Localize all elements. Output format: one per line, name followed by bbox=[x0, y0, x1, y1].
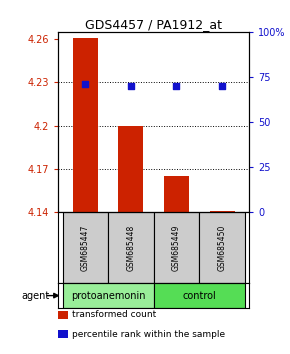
Text: GSM685447: GSM685447 bbox=[81, 224, 90, 271]
Text: GSM685450: GSM685450 bbox=[218, 224, 226, 271]
Bar bbox=[118, 126, 144, 212]
Text: transformed count: transformed count bbox=[72, 310, 157, 319]
Bar bbox=[209, 211, 235, 212]
Point bbox=[128, 83, 133, 89]
Bar bbox=[154, 283, 245, 308]
Bar bbox=[63, 212, 108, 283]
Bar bbox=[63, 283, 154, 308]
Text: GSM685449: GSM685449 bbox=[172, 224, 181, 271]
Text: control: control bbox=[182, 291, 216, 301]
Text: percentile rank within the sample: percentile rank within the sample bbox=[72, 330, 226, 339]
Bar bbox=[108, 212, 154, 283]
Text: GSM685448: GSM685448 bbox=[126, 225, 135, 271]
Text: agent: agent bbox=[21, 291, 49, 301]
Point bbox=[220, 83, 224, 89]
Bar bbox=[199, 212, 245, 283]
Title: GDS4457 / PA1912_at: GDS4457 / PA1912_at bbox=[85, 18, 222, 31]
Bar bbox=[164, 176, 189, 212]
Text: protoanemonin: protoanemonin bbox=[71, 291, 145, 301]
Bar bbox=[154, 212, 199, 283]
Point bbox=[174, 83, 179, 89]
Point bbox=[83, 81, 88, 87]
Bar bbox=[73, 38, 98, 212]
